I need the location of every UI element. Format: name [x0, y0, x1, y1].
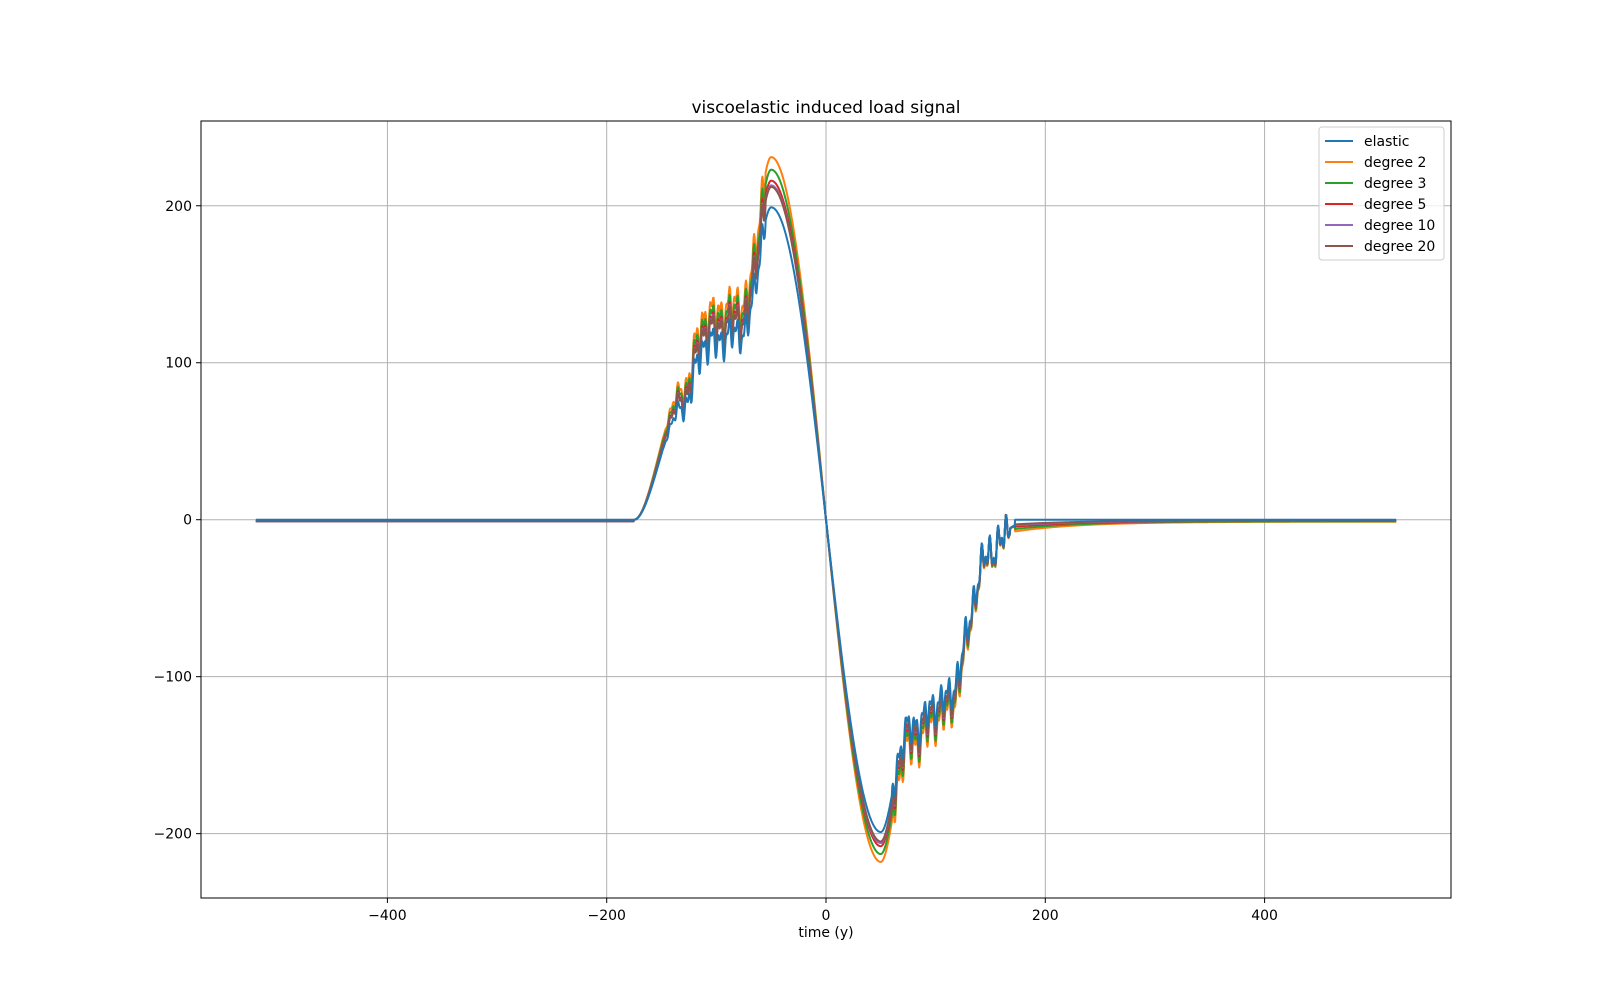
legend-label: degree 2 — [1364, 155, 1426, 171]
legend-label: degree 10 — [1364, 218, 1435, 234]
legend-box — [1318, 126, 1445, 261]
legend-label: degree 5 — [1364, 197, 1426, 213]
x-tick-label: 200 — [1032, 908, 1059, 924]
series-lines — [255, 156, 1397, 863]
legend-label: elastic — [1364, 134, 1409, 150]
legend: elastic degree 2 degree 3 degree 5 degree 10… — [1318, 126, 1445, 261]
x-tick-label: −400 — [368, 908, 406, 924]
x-axis-label: time (y) — [798, 925, 853, 941]
x-tick-label: −200 — [587, 908, 625, 924]
y-tick-label: −100 — [154, 670, 192, 686]
series-line-elastic — [255, 206, 1397, 834]
x-tick-label: 400 — [1251, 908, 1278, 924]
x-tick-label: 0 — [822, 908, 831, 924]
y-tick-label: 200 — [165, 199, 192, 215]
y-tick-label: −200 — [154, 827, 192, 843]
y-tick-label: 0 — [183, 513, 192, 529]
axis-ticks: −400 −200 0 200 400 −200 −100 0 100 200 — [154, 199, 1278, 924]
y-tick-label: 100 — [165, 356, 192, 372]
legend-label: degree 3 — [1364, 176, 1426, 192]
legend-label: degree 20 — [1364, 239, 1435, 255]
chart-title: viscoelastic induced load signal — [691, 98, 960, 118]
